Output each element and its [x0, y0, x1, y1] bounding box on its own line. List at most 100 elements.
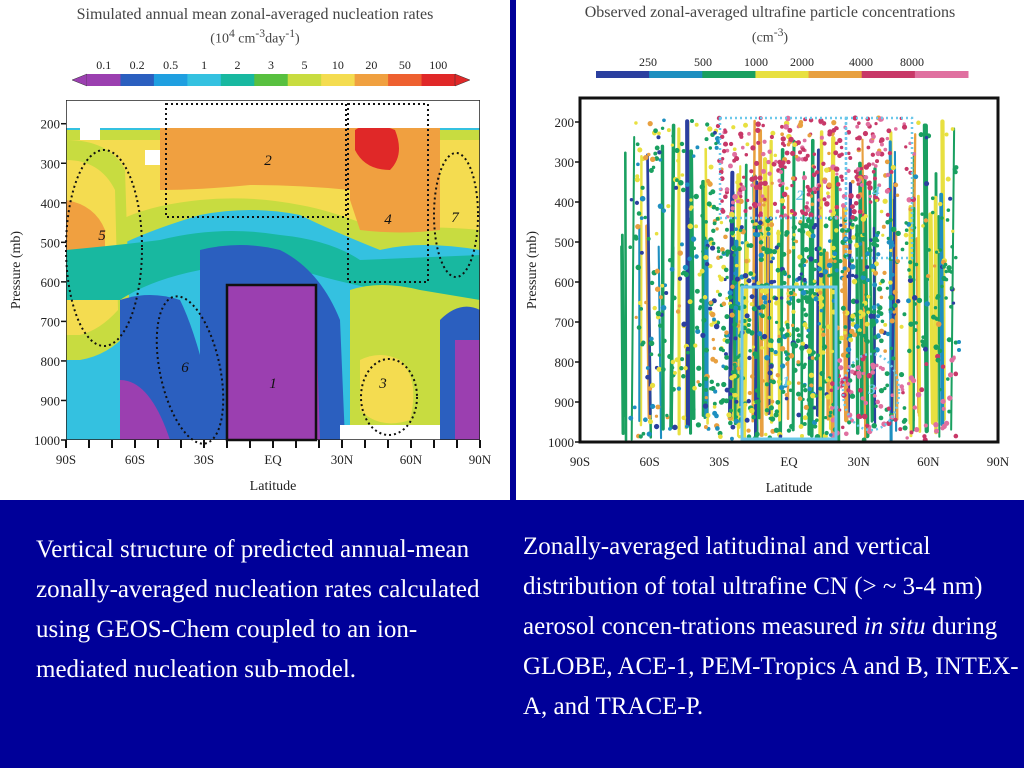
- data-point: [930, 210, 935, 215]
- data-point: [676, 386, 682, 391]
- data-point: [634, 236, 639, 241]
- data-point: [700, 213, 705, 218]
- data-point: [737, 434, 742, 439]
- data-point: [639, 216, 644, 220]
- legend-arrow-left: [71, 73, 88, 87]
- data-point: [647, 152, 651, 157]
- data-point: [957, 348, 961, 352]
- data-point: [786, 159, 791, 165]
- legend-swatch: [388, 74, 423, 86]
- data-point: [859, 182, 864, 188]
- data-point: [677, 304, 682, 308]
- data-point: [733, 305, 739, 311]
- data-point: [649, 336, 654, 342]
- data-point: [721, 251, 725, 255]
- data-point: [933, 344, 940, 350]
- data-point: [877, 286, 883, 292]
- data-point: [808, 117, 814, 123]
- data-point: [802, 138, 807, 143]
- data-point: [639, 250, 644, 255]
- data-point: [854, 232, 860, 238]
- data-point: [721, 381, 727, 388]
- data-point: [898, 371, 905, 378]
- data-point: [738, 228, 743, 232]
- data-point: [789, 423, 795, 430]
- data-point: [920, 339, 925, 344]
- data-point: [949, 305, 953, 309]
- data-point: [866, 372, 873, 379]
- data-point: [777, 159, 783, 165]
- x-tick-label: 60N: [917, 454, 940, 469]
- y-tick-label: 400: [555, 195, 575, 210]
- data-point: [826, 194, 831, 199]
- data-point: [654, 156, 660, 161]
- data-point: [784, 356, 791, 362]
- data-point: [787, 274, 791, 279]
- data-point: [834, 204, 840, 210]
- data-point: [681, 148, 686, 154]
- data-point: [645, 366, 650, 370]
- data-point: [940, 216, 944, 220]
- data-point: [782, 205, 786, 210]
- data-point: [750, 145, 756, 151]
- data-point: [851, 278, 858, 285]
- data-point: [780, 181, 785, 186]
- data-point: [705, 246, 709, 250]
- data-point: [888, 217, 893, 223]
- flight-track: [741, 241, 749, 441]
- data-point: [895, 299, 901, 304]
- data-point: [947, 409, 952, 414]
- data-point: [850, 215, 855, 220]
- data-point: [786, 249, 792, 255]
- flight-track: [820, 248, 826, 439]
- data-point: [874, 198, 879, 203]
- x-tick-label: 60S: [125, 452, 145, 467]
- data-point: [821, 161, 826, 166]
- data-point: [775, 399, 781, 405]
- data-point: [769, 222, 775, 228]
- data-point: [860, 356, 866, 362]
- data-point: [887, 151, 893, 156]
- data-point: [838, 365, 844, 371]
- data-point: [704, 220, 708, 224]
- data-point: [922, 434, 927, 439]
- x-tick-label: EQ: [264, 452, 282, 467]
- right-scatter-chart: 250 500 1000 2000 4000 8000 1 2 3 4 90S 60S 30S EQ 3…: [525, 55, 1010, 496]
- flight-track: [624, 151, 628, 442]
- data-point: [813, 296, 819, 302]
- data-point: [953, 340, 958, 345]
- data-point: [870, 370, 876, 375]
- data-point: [908, 260, 913, 265]
- data-point: [660, 283, 665, 288]
- data-point: [802, 263, 807, 267]
- data-point: [901, 390, 905, 395]
- data-point: [863, 400, 869, 406]
- data-point: [788, 290, 794, 296]
- data-point: [944, 277, 949, 282]
- data-point: [730, 436, 734, 441]
- data-point: [884, 371, 890, 377]
- data-point: [802, 322, 808, 328]
- data-point: [902, 417, 908, 423]
- region-3-ellipse-right: [841, 352, 901, 432]
- data-point: [865, 265, 870, 270]
- data-point: [681, 374, 686, 379]
- data-point: [912, 405, 918, 410]
- data-point: [711, 204, 717, 210]
- data-point: [799, 272, 803, 276]
- data-point: [952, 167, 957, 172]
- data-point: [770, 181, 774, 185]
- data-point: [818, 302, 825, 308]
- data-point: [745, 198, 750, 203]
- data-point: [813, 190, 817, 194]
- data-point: [879, 137, 885, 143]
- data-point: [743, 402, 748, 408]
- data-point: [878, 403, 884, 409]
- data-point: [781, 269, 787, 276]
- data-point: [812, 152, 817, 156]
- data-point: [734, 227, 738, 232]
- data-point: [795, 391, 801, 397]
- data-point: [729, 218, 735, 224]
- data-point: [667, 257, 673, 263]
- data-point: [922, 346, 929, 352]
